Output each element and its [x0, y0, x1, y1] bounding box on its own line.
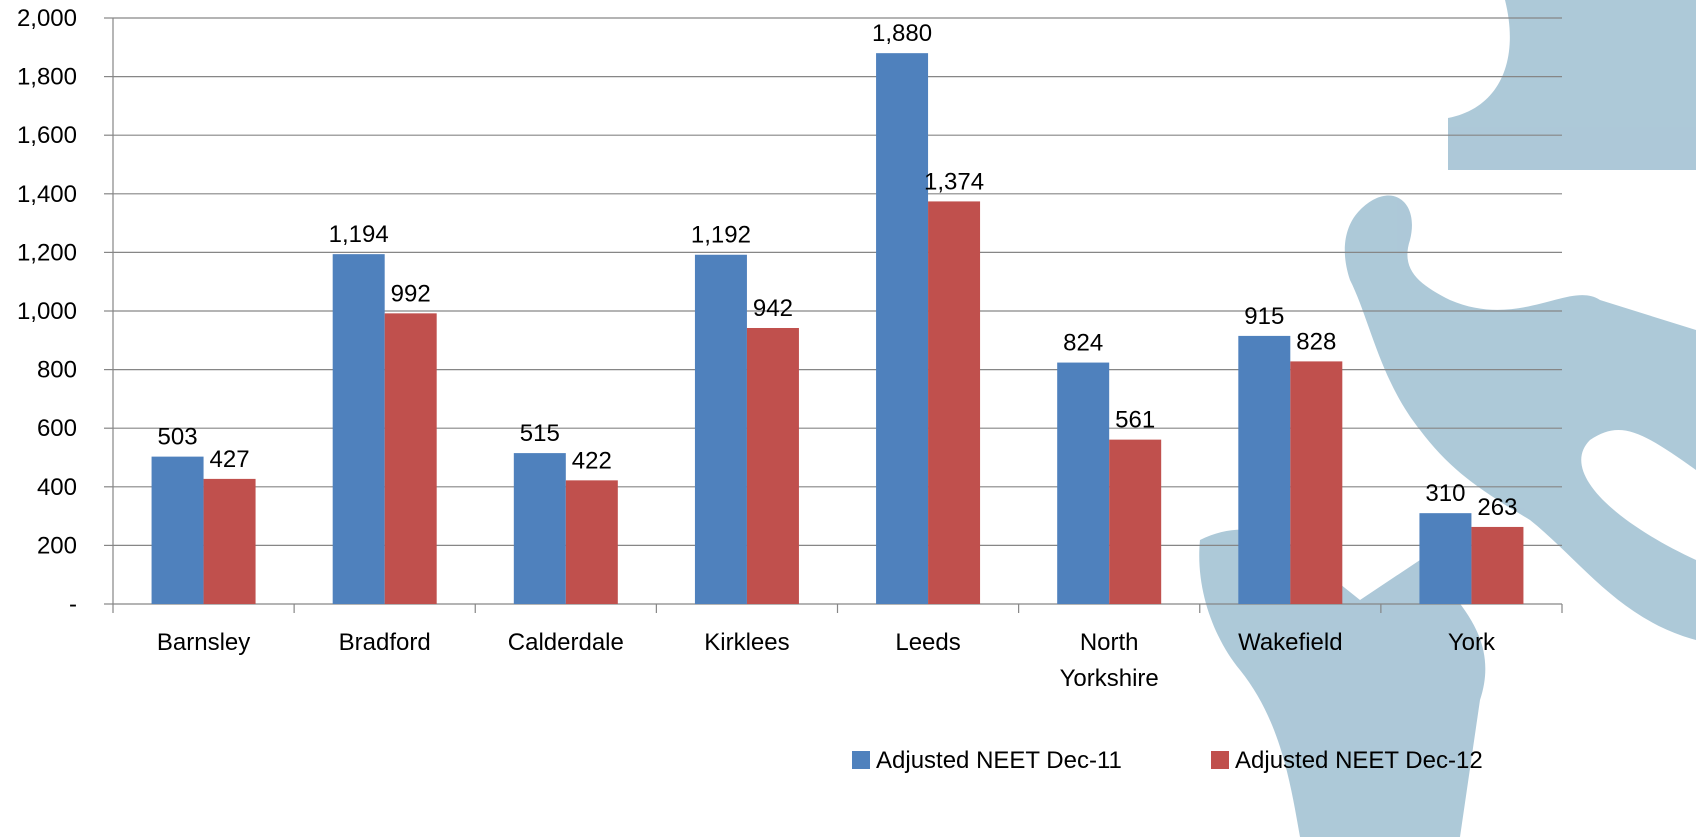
watermark-crest-icon: [1199, 0, 1696, 837]
bar-dec-12: [1471, 526, 1524, 604]
data-label: 1,194: [329, 221, 389, 248]
data-label: 1,192: [691, 222, 751, 249]
legend-swatch: [852, 751, 870, 769]
data-label: 427: [210, 446, 250, 473]
bar-dec-11: [1238, 335, 1291, 604]
y-tick-label: 1,600: [17, 122, 77, 149]
y-tick-label: 1,400: [17, 181, 77, 208]
bar-dec-12: [565, 480, 618, 604]
x-category-label: Kirklees: [704, 629, 789, 656]
data-label: 824: [1063, 330, 1103, 357]
y-tick-label: 1,200: [17, 239, 77, 266]
data-label: 915: [1244, 303, 1284, 330]
data-label: 1,880: [872, 20, 932, 47]
x-category-label: North Yorkshire: [1060, 629, 1159, 692]
y-tick-label: 1,800: [17, 64, 77, 91]
bar-dec-11: [1057, 362, 1110, 604]
data-label: 515: [520, 420, 560, 447]
bar-dec-12: [203, 478, 256, 604]
y-tick-label: 400: [37, 474, 77, 501]
legend-label: Adjusted NEET Dec-12: [1235, 747, 1483, 774]
x-category-label: York: [1448, 629, 1496, 656]
bar-dec-12: [746, 327, 799, 604]
legend-swatch: [1211, 751, 1229, 769]
bar-dec-11: [876, 53, 929, 605]
y-tick-label: 600: [37, 415, 77, 442]
bar-dec-11: [1419, 513, 1472, 604]
data-label: 942: [753, 295, 793, 322]
bar-dec-12: [384, 313, 437, 604]
data-label: 561: [1115, 407, 1155, 434]
bar-dec-11: [332, 254, 385, 604]
legend-label: Adjusted NEET Dec-11: [876, 747, 1122, 774]
data-label: 310: [1425, 480, 1465, 507]
x-category-label: Calderdale: [508, 629, 624, 656]
data-label: 992: [391, 280, 431, 307]
y-tick-label: -: [69, 591, 77, 618]
data-label: 1,374: [924, 168, 984, 195]
data-label: 263: [1477, 494, 1517, 521]
y-tick-label: 2,000: [17, 5, 77, 32]
x-category-label: Wakefield: [1238, 629, 1342, 656]
bar-dec-11: [513, 453, 566, 604]
y-tick-label: 1,000: [17, 298, 77, 325]
data-label: 422: [572, 447, 612, 474]
bar-dec-11: [694, 254, 747, 604]
data-label: 503: [158, 424, 198, 451]
y-tick-label: 800: [37, 357, 77, 384]
bar-dec-12: [1109, 439, 1162, 604]
x-category-label: Leeds: [895, 629, 960, 656]
x-category-label: Bradford: [339, 629, 431, 656]
y-tick-label: 200: [37, 532, 77, 559]
bar-dec-11: [151, 456, 204, 604]
bar-dec-12: [928, 201, 981, 604]
bar-dec-12: [1290, 361, 1343, 604]
data-label: 828: [1296, 328, 1336, 355]
x-category-label: Barnsley: [157, 629, 250, 656]
